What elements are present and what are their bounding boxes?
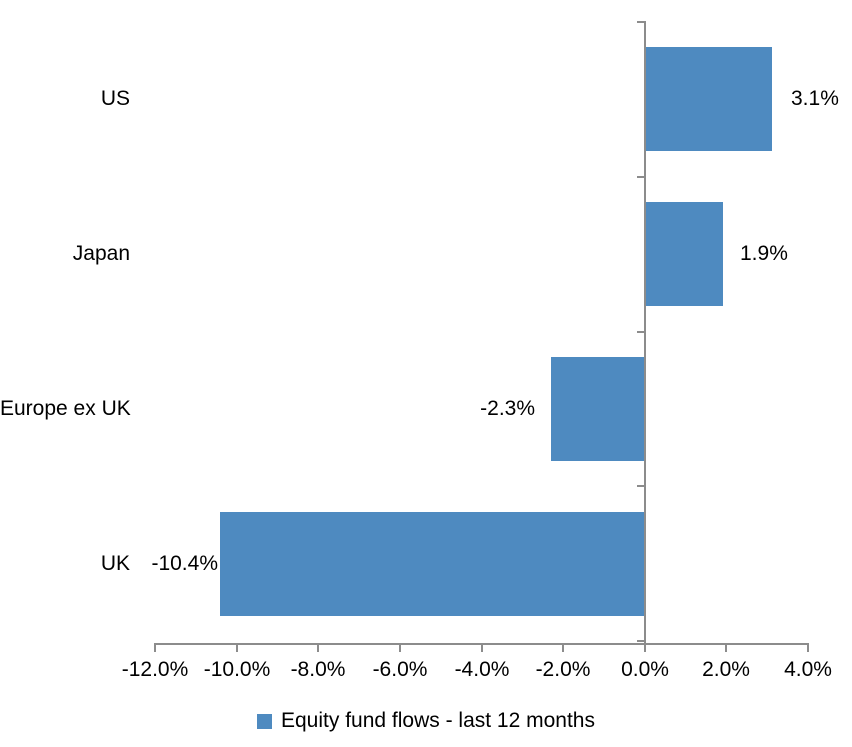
bar	[644, 47, 772, 151]
x-tick-label: -8.0%	[290, 658, 346, 681]
category-axis-tick	[637, 331, 646, 333]
x-axis-tick	[562, 643, 564, 652]
x-axis-tick	[807, 643, 809, 652]
legend-swatch-icon	[257, 713, 272, 729]
data-label: 1.9%	[740, 242, 788, 265]
x-axis-tick	[644, 643, 646, 652]
x-tick-label: -4.0%	[454, 658, 510, 681]
data-label: 3.1%	[791, 87, 839, 110]
category-label: Europe ex UK	[0, 397, 131, 420]
x-axis-tick	[481, 643, 483, 652]
x-axis-tick	[317, 643, 319, 652]
legend-label: Equity fund flows - last 12 months	[281, 709, 595, 732]
bar	[644, 202, 723, 306]
category-axis-tick	[637, 640, 646, 642]
category-label: US	[100, 87, 130, 110]
data-label: -2.3%	[480, 397, 535, 420]
x-tick-label: 0.0%	[621, 658, 669, 681]
x-axis-tick	[236, 643, 238, 652]
bar	[550, 357, 645, 461]
x-tick-label: 4.0%	[784, 658, 832, 681]
x-axis-tick	[154, 643, 156, 652]
x-tick-label: -2.0%	[535, 658, 591, 681]
category-axis-tick	[637, 485, 646, 487]
category-label: UK	[100, 552, 130, 575]
category-axis-tick	[637, 176, 646, 178]
x-axis-tick	[725, 643, 727, 652]
legend: Equity fund flows - last 12 months	[0, 706, 852, 736]
x-tick-label: -10.0%	[203, 658, 271, 681]
x-axis-tick	[399, 643, 401, 652]
bar	[220, 512, 645, 616]
x-tick-label: -6.0%	[372, 658, 428, 681]
data-label: -10.4%	[151, 552, 218, 575]
category-axis-tick	[637, 21, 646, 23]
category-label: Japan	[72, 242, 130, 265]
x-tick-label: -12.0%	[121, 658, 189, 681]
x-tick-label: 2.0%	[702, 658, 750, 681]
